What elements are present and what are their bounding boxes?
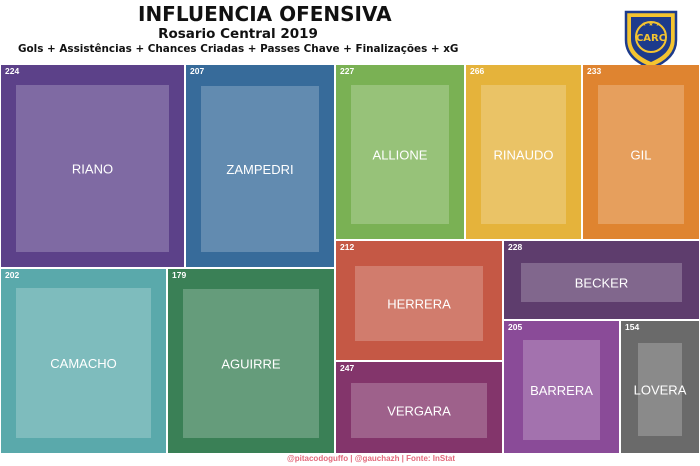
tile-value-becker: 228 xyxy=(508,242,522,252)
tile-value-vergara: 247 xyxy=(340,363,354,373)
tile-value-allione: 227 xyxy=(340,66,354,76)
tile-value-riano: 224 xyxy=(5,66,19,76)
tile-bg-herrera xyxy=(336,241,502,360)
tile-lovera: 154 LOVERA xyxy=(621,321,699,453)
tile-bg-rinaudo xyxy=(466,65,581,239)
tile-label-camacho: CAMACHO xyxy=(50,356,116,371)
tile-riano: 224 RIANO xyxy=(1,65,184,267)
tile-camacho: 202 CAMACHO xyxy=(1,269,166,453)
tile-inner-aguirre xyxy=(183,289,319,438)
tile-bg-camacho xyxy=(1,269,166,453)
tile-gil: 233 GIL xyxy=(583,65,699,239)
tile-bg-barrera xyxy=(504,321,619,453)
tile-label-allione: ALLIONE xyxy=(373,148,428,163)
tile-value-camacho: 202 xyxy=(5,270,19,280)
tile-inner-rinaudo xyxy=(481,85,566,224)
chart-subtitle: Rosario Central 2019 xyxy=(158,26,318,42)
tile-value-rinaudo: 266 xyxy=(470,66,484,76)
tile-inner-zampedri xyxy=(201,86,319,252)
tile-inner-camacho xyxy=(16,288,151,438)
tile-zampedri: 207 ZAMPEDRI xyxy=(186,65,334,267)
tile-bg-lovera xyxy=(621,321,699,453)
svg-text:★ ★ ★: ★ ★ ★ xyxy=(641,21,660,28)
tile-inner-becker xyxy=(521,263,682,302)
tile-vergara: 247 VERGARA xyxy=(336,362,502,453)
tile-inner-herrera xyxy=(355,266,483,341)
tile-inner-lovera xyxy=(638,343,682,436)
tile-value-herrera: 212 xyxy=(340,242,354,252)
metric-formula: Gols + Assistências + Chances Criadas + … xyxy=(18,43,458,55)
tile-label-riano: RIANO xyxy=(72,162,113,177)
tile-bg-riano xyxy=(1,65,184,267)
chart-title: INFLUENCIA OFENSIVA xyxy=(138,2,392,26)
tile-label-barrera: BARRERA xyxy=(530,383,593,398)
tile-bg-allione xyxy=(336,65,464,239)
tile-allione: 227 ALLIONE xyxy=(336,65,464,239)
tile-inner-barrera xyxy=(523,340,600,440)
tile-aguirre: 179 AGUIRRE xyxy=(168,269,334,453)
tile-inner-vergara xyxy=(351,383,487,438)
treemap-chart: 224 RIANO 207 ZAMPEDRI 202 CAMACHO 179 AGUIRRE 2… xyxy=(1,65,699,453)
tile-bg-becker xyxy=(504,241,699,319)
svg-text:CARC: CARC xyxy=(636,33,666,44)
tile-inner-allione xyxy=(351,85,449,224)
tile-rinaudo: 266 RINAUDO xyxy=(466,65,581,239)
club-crest-logo: CARC ★ ★ ★ xyxy=(624,10,678,70)
tile-label-zampedri: ZAMPEDRI xyxy=(226,162,293,177)
tile-value-aguirre: 179 xyxy=(172,270,186,280)
tile-value-zampedri: 207 xyxy=(190,66,204,76)
footer-credits: @pitacodoguffo | @gauchazh | Fonte: InSt… xyxy=(286,454,456,463)
tile-label-becker: BECKER xyxy=(575,276,628,291)
tile-becker: 228 BECKER xyxy=(504,241,699,319)
tile-label-herrera: HERRERA xyxy=(387,297,451,312)
tile-bg-gil xyxy=(583,65,699,239)
tile-label-lovera: LOVERA xyxy=(634,383,687,398)
tile-value-gil: 233 xyxy=(587,66,601,76)
tile-value-barrera: 205 xyxy=(508,322,522,332)
tile-bg-aguirre xyxy=(168,269,334,453)
tile-label-vergara: VERGARA xyxy=(387,404,451,419)
tile-label-gil: GIL xyxy=(631,148,652,163)
tile-inner-gil xyxy=(598,85,684,224)
tile-barrera: 205 BARRERA xyxy=(504,321,619,453)
tile-label-rinaudo: RINAUDO xyxy=(494,148,554,163)
tile-label-aguirre: AGUIRRE xyxy=(221,357,281,372)
tile-bg-zampedri xyxy=(186,65,334,267)
tile-value-lovera: 154 xyxy=(625,322,639,332)
tile-bg-vergara xyxy=(336,362,502,453)
tile-herrera: 212 HERRERA xyxy=(336,241,502,360)
tile-inner-riano xyxy=(16,85,169,252)
